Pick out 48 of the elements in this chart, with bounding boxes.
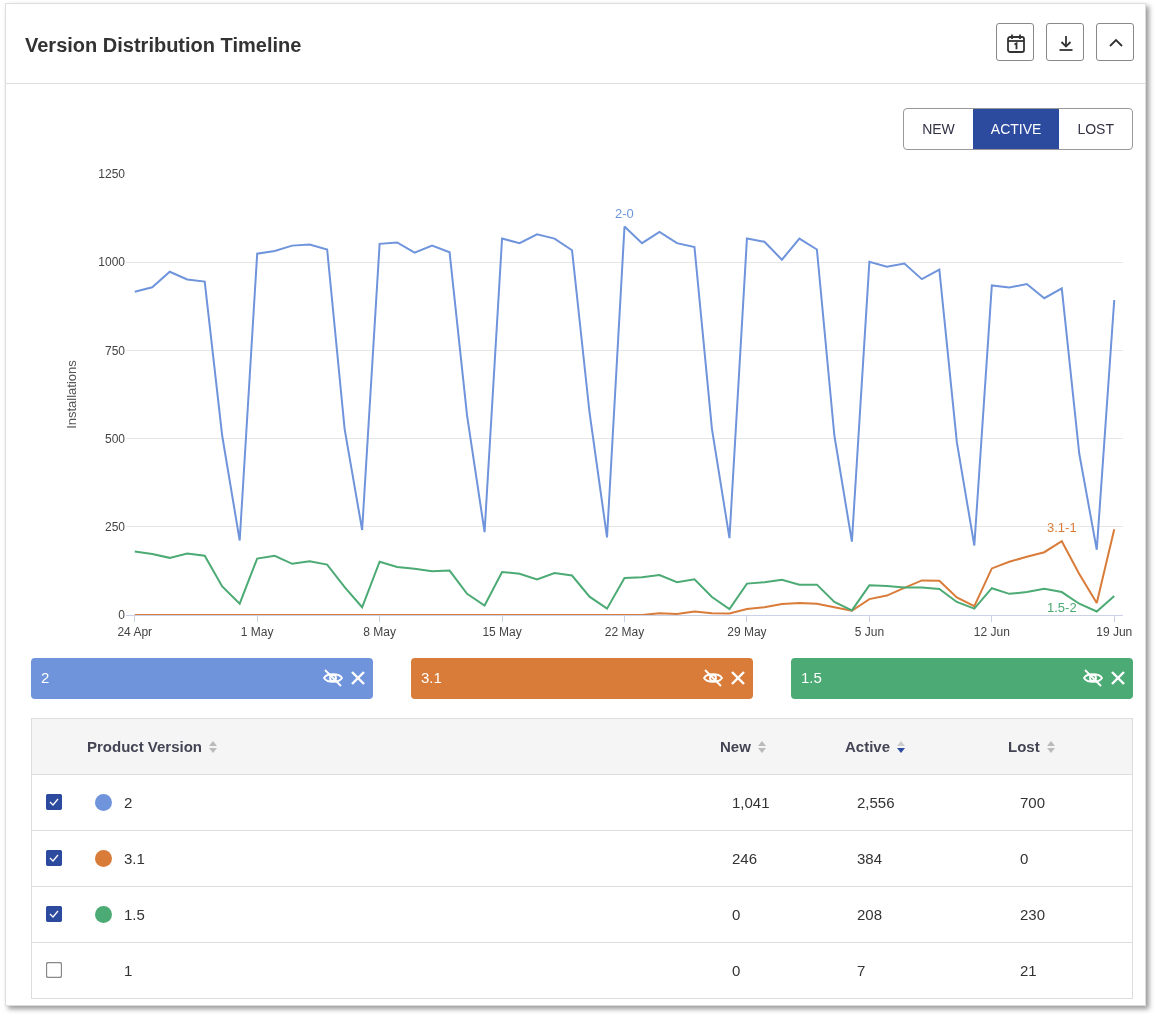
text: 3.1 xyxy=(124,850,145,867)
text: 1,041 xyxy=(732,794,770,811)
x-tick-label: 29 May xyxy=(727,625,767,640)
line-series xyxy=(133,550,1116,613)
annotation: 1.5-2 xyxy=(1047,600,1077,615)
x-tick-label: 5 Jun xyxy=(854,625,885,640)
y-tick-label: 500 xyxy=(104,431,126,446)
text: 1.5 xyxy=(801,669,822,686)
text: ACTIVE xyxy=(972,109,1060,149)
text: 384 xyxy=(857,850,883,867)
annotation: 3.1-1 xyxy=(1047,520,1077,535)
x-tick-label: 19 Jun xyxy=(1096,625,1133,640)
y-tick-label: 750 xyxy=(104,343,126,358)
y-axis-title: Installations xyxy=(64,359,80,429)
text: 21 xyxy=(1020,962,1037,979)
y-tick-label: 1250 xyxy=(98,167,126,182)
text: LOST xyxy=(1076,120,1115,139)
x-tick-label: 1 May xyxy=(240,625,274,640)
text: Product Version xyxy=(87,738,203,755)
y-tick-label: 1000 xyxy=(98,255,126,270)
chart-title: Version Distribution Timeline xyxy=(25,34,302,57)
text: 0 xyxy=(732,906,741,923)
y-tick-label: 250 xyxy=(104,520,126,534)
annotation: 2-0 xyxy=(615,206,634,221)
text: 700 xyxy=(1020,794,1046,811)
x-tick-label: 8 May xyxy=(363,625,396,640)
text: 1.5 xyxy=(124,906,145,923)
line-series xyxy=(133,225,1116,551)
text: 246 xyxy=(732,850,758,867)
text: 208 xyxy=(857,906,883,923)
text: 2,556 xyxy=(857,794,895,811)
text: 2 xyxy=(124,794,133,811)
text: 0 xyxy=(1020,850,1029,867)
text: 3.1 xyxy=(421,669,442,686)
y-tick-label: 0 xyxy=(118,608,126,623)
text: NEW xyxy=(921,120,956,139)
text: New xyxy=(720,738,751,755)
text: 7 xyxy=(857,962,866,979)
text: 1 xyxy=(124,962,133,979)
text: Active xyxy=(845,738,891,755)
x-tick-label: 12 Jun xyxy=(973,625,1010,640)
x-tick-label: 22 May xyxy=(604,625,645,640)
x-tick-label: 15 May xyxy=(482,625,522,640)
text: Lost xyxy=(1008,738,1040,755)
text: 0 xyxy=(732,962,741,979)
x-tick-label: 24 Apr xyxy=(117,625,153,640)
text: 2 xyxy=(41,669,50,686)
text: 230 xyxy=(1020,906,1046,923)
